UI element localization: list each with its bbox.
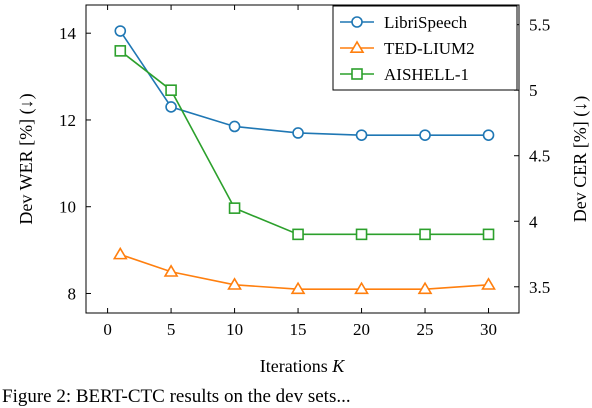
x-tick-label: 15	[290, 320, 307, 339]
legend-label-ted-lium2: TED-LIUM2	[384, 39, 475, 58]
point-ted-lium2	[417, 281, 433, 295]
point-ted-lium2	[163, 264, 179, 277]
y-axis-left-label: Dev WER [%] (↓)	[16, 93, 37, 224]
point-aishell-1	[292, 228, 304, 241]
y-left-tick-label: 12	[59, 111, 76, 130]
y-axis-right: 3.5 4 4.5 5 5.5	[514, 16, 550, 297]
y-right-tick-label: 5	[529, 81, 538, 100]
point-aishell-1	[165, 84, 177, 96]
y-right-tick-label: 4	[529, 212, 538, 231]
series-layer	[112, 25, 496, 295]
point-librispeech	[355, 129, 368, 141]
y-axis-right-label: Dev CER [%] (↓)	[570, 96, 591, 222]
x-tick-label: 10	[226, 320, 243, 339]
point-librispeech	[419, 129, 431, 141]
point-ted-lium2	[227, 277, 242, 290]
point-librispeech	[482, 129, 495, 141]
plot-frame	[85, 4, 520, 314]
y-left-tick-label: 8	[68, 284, 77, 303]
point-aishell-1	[419, 228, 431, 241]
x-axis-label: Iterations K	[260, 356, 345, 376]
point-aishell-1	[228, 202, 241, 214]
y-right-tick-label: 5.5	[529, 16, 550, 35]
point-librispeech	[114, 25, 127, 37]
y-left-tick-label: 14	[59, 24, 77, 43]
x-tick-label: 30	[480, 320, 497, 339]
point-aishell-1	[355, 228, 368, 241]
x-tick-label: 25	[417, 320, 434, 339]
legend: LibriSpeech TED-LIUM2 AISHELL-1	[332, 5, 518, 91]
x-axis: 0 5 10 15 20 25 30	[103, 5, 497, 339]
point-ted-lium2	[112, 246, 128, 260]
series-aishell-1	[114, 45, 495, 241]
y-left-tick-label: 10	[59, 198, 76, 217]
legend-marker-librispeech	[351, 16, 363, 28]
point-librispeech	[228, 120, 241, 133]
series-ted-lium2	[112, 246, 496, 295]
point-ted-lium2	[290, 281, 306, 295]
figure-caption: Figure 2: BERT-CTC results on the dev se…	[2, 386, 351, 407]
point-ted-lium2	[481, 277, 496, 290]
legend-label-aishell-1: AISHELL-1	[384, 65, 469, 84]
point-aishell-1	[482, 228, 495, 241]
y-right-tick-label: 3.5	[529, 278, 550, 297]
point-librispeech	[165, 101, 177, 113]
x-tick-label: 20	[353, 320, 370, 339]
legend-marker-aishell-1	[351, 68, 363, 80]
legend-label-librispeech: LibriSpeech	[384, 13, 468, 32]
point-ted-lium2	[354, 281, 369, 295]
point-librispeech	[292, 127, 304, 139]
legend-marker-ted-lium2	[349, 40, 365, 54]
x-tick-label: 5	[167, 320, 176, 339]
point-aishell-1	[114, 45, 127, 57]
series-librispeech	[114, 25, 495, 141]
y-axis-left: 8 10 12 14	[59, 24, 91, 303]
y-right-tick-label: 4.5	[529, 147, 550, 166]
x-tick-label: 0	[103, 320, 112, 339]
